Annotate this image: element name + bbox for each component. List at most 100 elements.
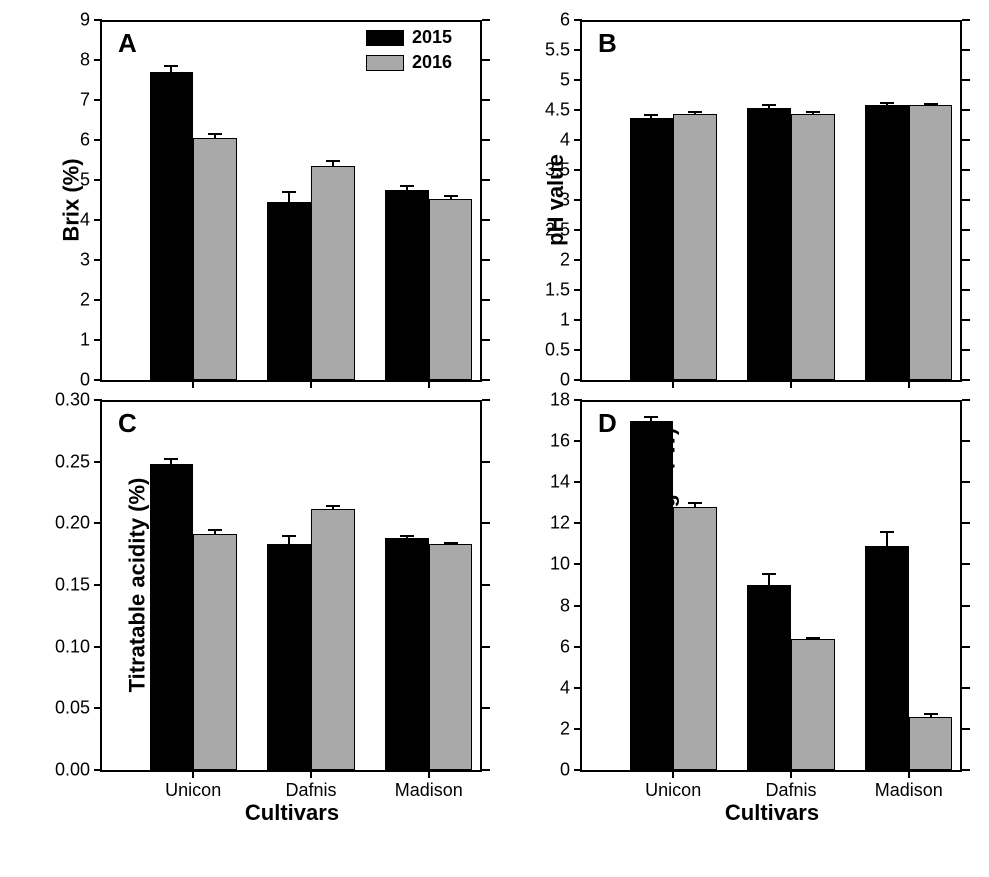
- bar-2016: [193, 534, 237, 770]
- ytick: [574, 229, 582, 231]
- ytick-label: 0.05: [55, 698, 90, 719]
- ytick-label: 7: [80, 90, 90, 111]
- error-cap: [924, 103, 938, 105]
- xtick: [672, 380, 674, 388]
- ytick-right: [962, 49, 970, 51]
- ytick-right: [962, 563, 970, 565]
- bar-2016: [193, 138, 237, 380]
- ytick-label: 9: [80, 10, 90, 31]
- ytick-right: [962, 259, 970, 261]
- bar-2015: [150, 72, 194, 380]
- ytick: [574, 646, 582, 648]
- ytick-right: [962, 605, 970, 607]
- ytick-label: 4.5: [545, 100, 570, 121]
- error-cap: [644, 114, 658, 116]
- ytick-right: [962, 769, 970, 771]
- axis-right: [960, 400, 962, 770]
- ytick-right: [962, 687, 970, 689]
- error-cap: [164, 65, 178, 67]
- ytick-label: 0.00: [55, 760, 90, 781]
- ytick-right: [482, 522, 490, 524]
- ytick: [94, 219, 102, 221]
- ytick-label: 16: [550, 431, 570, 452]
- ytick-label: 1.5: [545, 280, 570, 301]
- ytick: [574, 481, 582, 483]
- bar-2016: [673, 114, 717, 380]
- bar-2015: [747, 585, 791, 770]
- ytick-right: [962, 440, 970, 442]
- axis-top: [582, 20, 962, 22]
- bar-2016: [791, 639, 835, 770]
- ytick-label: 0.15: [55, 575, 90, 596]
- error-bar: [288, 192, 290, 202]
- panel-C: 0.000.050.100.150.200.250.30Titratable a…: [100, 400, 480, 770]
- xtick-label: Unicon: [645, 780, 701, 801]
- ytick: [574, 49, 582, 51]
- ytick: [94, 379, 102, 381]
- xtick: [310, 380, 312, 388]
- ytick: [574, 605, 582, 607]
- ytick-right: [962, 229, 970, 231]
- error-cap: [208, 133, 222, 135]
- ytick: [574, 379, 582, 381]
- ytick: [574, 728, 582, 730]
- ytick-label: 1: [80, 330, 90, 351]
- bar-2015: [385, 190, 429, 380]
- error-cap: [282, 535, 296, 537]
- ytick-right: [482, 769, 490, 771]
- ytick-right: [482, 399, 490, 401]
- ytick-label: 10: [550, 554, 570, 575]
- ytick: [574, 169, 582, 171]
- ytick-label: 0.20: [55, 513, 90, 534]
- ytick-right: [962, 79, 970, 81]
- ytick: [94, 99, 102, 101]
- bar-2015: [630, 421, 674, 770]
- bar-2015: [385, 538, 429, 770]
- axis-top: [102, 400, 482, 402]
- ytick: [94, 646, 102, 648]
- ytick: [574, 440, 582, 442]
- error-bar: [886, 532, 888, 546]
- ytick: [94, 339, 102, 341]
- ytick: [94, 707, 102, 709]
- ytick-label: 0.10: [55, 636, 90, 657]
- x-axis-label: Cultivars: [245, 800, 339, 826]
- legend-swatch: [366, 55, 404, 71]
- ytick: [94, 769, 102, 771]
- ytick-right: [962, 481, 970, 483]
- bar-2016: [311, 509, 355, 770]
- ytick-right: [962, 109, 970, 111]
- xtick: [908, 770, 910, 778]
- y-axis-label: Titratable acidity (%): [124, 478, 150, 693]
- error-cap: [806, 637, 820, 639]
- error-cap: [880, 102, 894, 104]
- xtick: [672, 770, 674, 778]
- ytick-label: 0.5: [545, 340, 570, 361]
- plot-area-D: 024681012141618Ascorbic acid (mg·100g⁻¹ …: [580, 400, 962, 772]
- legend-item: 2016: [366, 52, 452, 73]
- ytick-label: 0.25: [55, 451, 90, 472]
- ytick: [574, 769, 582, 771]
- ytick-right: [482, 219, 490, 221]
- error-cap: [806, 111, 820, 113]
- error-cap: [688, 111, 702, 113]
- ytick-label: 0: [560, 370, 570, 391]
- panel-letter-C: C: [118, 408, 137, 439]
- bar-2016: [909, 717, 953, 770]
- ytick: [574, 289, 582, 291]
- error-cap: [924, 713, 938, 715]
- ytick-label: 14: [550, 472, 570, 493]
- xtick: [428, 380, 430, 388]
- ytick: [94, 59, 102, 61]
- ytick-right: [482, 139, 490, 141]
- error-bar: [768, 574, 770, 585]
- ytick-right: [962, 289, 970, 291]
- ytick-label: 4: [560, 677, 570, 698]
- ytick-label: 2: [560, 250, 570, 271]
- ytick: [94, 399, 102, 401]
- ytick-right: [482, 99, 490, 101]
- ytick-right: [482, 259, 490, 261]
- ytick-right: [962, 349, 970, 351]
- ytick: [574, 139, 582, 141]
- ytick-label: 8: [560, 595, 570, 616]
